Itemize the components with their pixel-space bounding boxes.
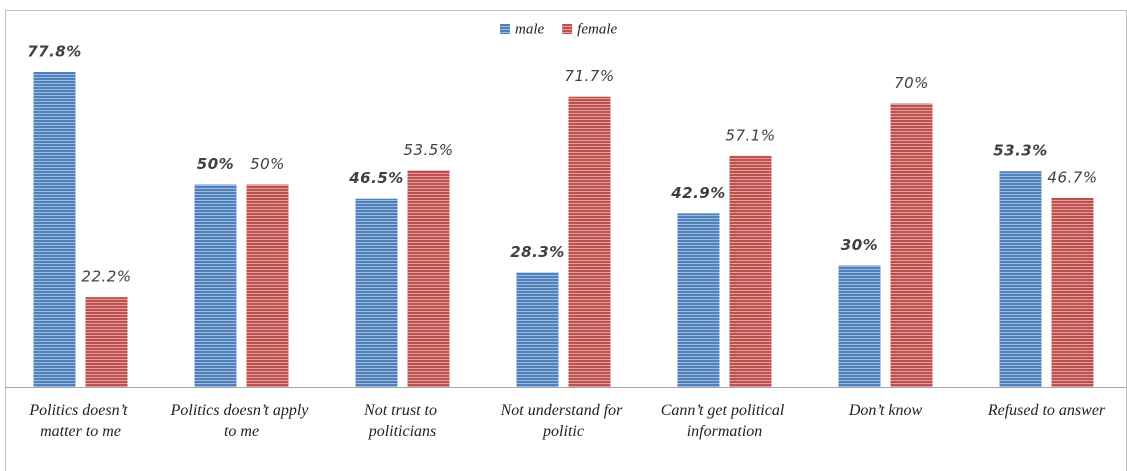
- bar: [85, 297, 128, 387]
- x-tick-label: Refused to answer: [987, 402, 1106, 419]
- bar: [407, 170, 450, 387]
- bar: [516, 272, 559, 387]
- value-label: 70%: [894, 74, 929, 92]
- value-label: 42.9%: [670, 184, 726, 202]
- bar: [355, 198, 398, 387]
- x-tick-label: Politics doesn’t apply to me: [170, 402, 313, 440]
- x-tick-label: Not trust to politicians: [363, 402, 441, 440]
- value-label: 53.5%: [403, 141, 453, 159]
- value-label: 53.3%: [993, 142, 1048, 160]
- value-label: 30%: [841, 236, 878, 254]
- bar: [999, 171, 1042, 387]
- x-tick-label: Politics doesn’t matter to me: [28, 402, 131, 440]
- bar: [890, 103, 933, 387]
- legend-swatch: [500, 24, 510, 34]
- value-label: 22.2%: [81, 268, 131, 286]
- x-tick-label: Don’t know: [848, 402, 923, 419]
- bar: [194, 184, 237, 387]
- value-label: 71.7%: [564, 67, 614, 85]
- bar: [568, 96, 611, 388]
- bar: [1051, 197, 1094, 387]
- value-label: 57.1%: [725, 126, 775, 144]
- value-label: 77.8%: [27, 43, 82, 61]
- x-tick-label: Cann’t get political information: [661, 402, 789, 440]
- bar: [838, 265, 881, 387]
- x-tick-label: Not understand for politic: [500, 402, 627, 440]
- bar: [246, 184, 289, 387]
- legend-swatch: [562, 24, 573, 34]
- legend-label: male: [515, 21, 545, 37]
- value-label: 28.3%: [510, 243, 565, 261]
- bar: [33, 72, 76, 387]
- legend-label: female: [577, 21, 617, 37]
- value-label: 50%: [197, 155, 234, 173]
- value-label: 46.7%: [1047, 168, 1097, 186]
- bar: [729, 155, 772, 387]
- bar: [677, 213, 720, 387]
- value-label: 50%: [250, 155, 285, 173]
- value-label: 46.5%: [348, 169, 404, 187]
